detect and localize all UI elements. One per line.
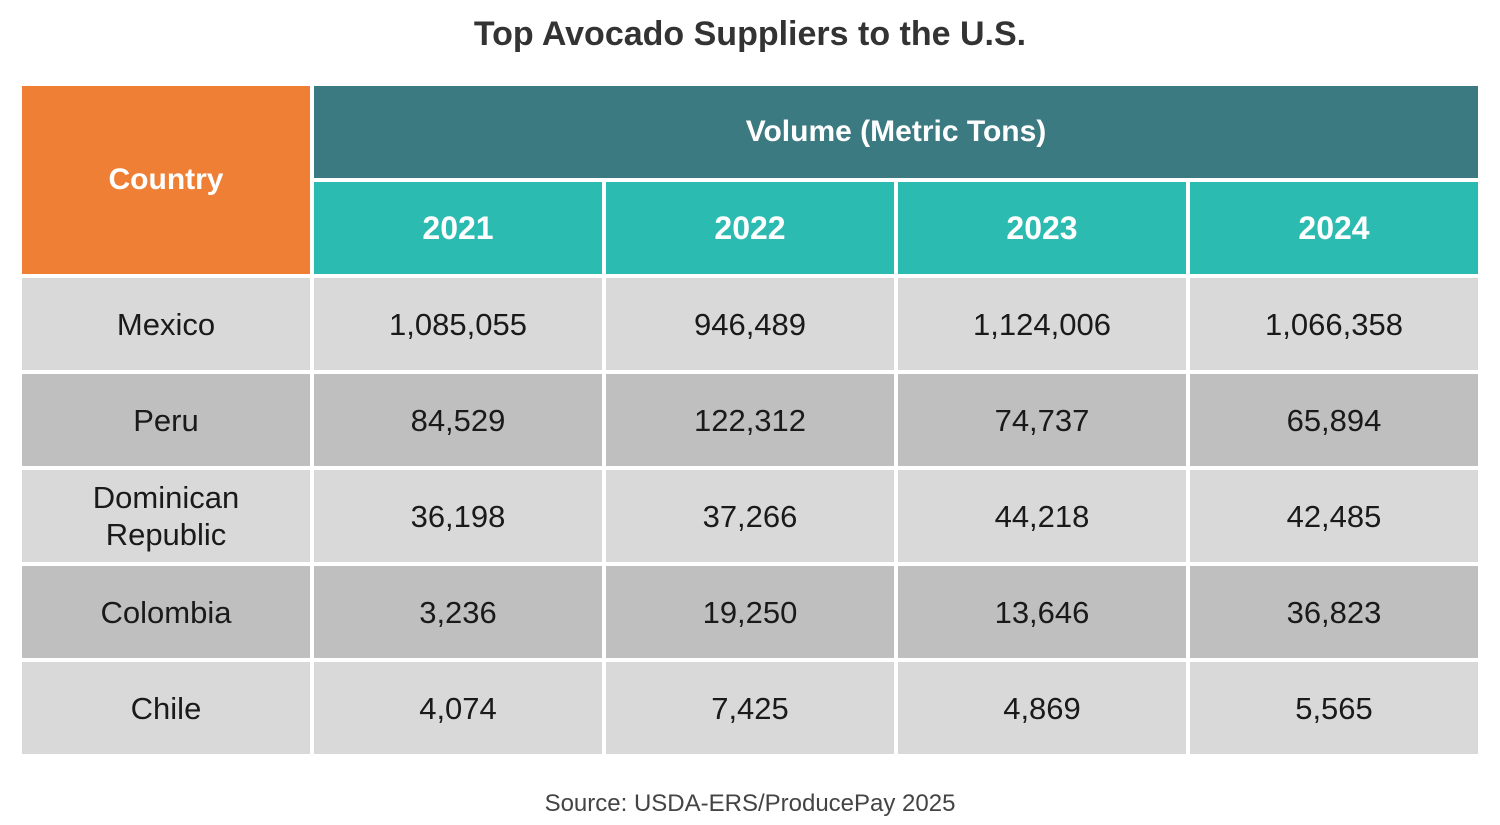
table-row-mexico: Mexico 1,085,055 946,489 1,124,006 1,066… xyxy=(22,278,1478,370)
suppliers-table: Country Volume (Metric Tons) 2021 2022 2… xyxy=(18,82,1482,758)
value-cell: 4,869 xyxy=(898,662,1186,754)
source-note: Source: USDA-ERS/ProducePay 2025 xyxy=(544,790,956,817)
table-row-colombia: Colombia 3,236 19,250 13,646 36,823 xyxy=(22,566,1478,658)
value-cell: 65,894 xyxy=(1190,374,1478,466)
country-cell: Dominican Republic xyxy=(22,470,310,562)
country-cell: Chile xyxy=(22,662,310,754)
value-cell: 1,124,006 xyxy=(898,278,1186,370)
chart-title: Top Avocado Suppliers to the U.S. xyxy=(473,15,1027,53)
value-cell: 13,646 xyxy=(898,566,1186,658)
value-cell: 946,489 xyxy=(606,278,894,370)
value-cell: 1,066,358 xyxy=(1190,278,1478,370)
value-cell: 44,218 xyxy=(898,470,1186,562)
value-cell: 74,737 xyxy=(898,374,1186,466)
table-row-peru: Peru 84,529 122,312 74,737 65,894 xyxy=(22,374,1478,466)
table-row-chile: Chile 4,074 7,425 4,869 5,565 xyxy=(22,662,1478,754)
country-cell: Peru xyxy=(22,374,310,466)
value-cell: 7,425 xyxy=(606,662,894,754)
year-header-2021: 2021 xyxy=(314,182,602,274)
country-header: Country xyxy=(22,86,310,274)
value-cell: 37,266 xyxy=(606,470,894,562)
year-header-2023: 2023 xyxy=(898,182,1186,274)
value-cell: 42,485 xyxy=(1190,470,1478,562)
value-cell: 36,823 xyxy=(1190,566,1478,658)
table-row-dominican-republic: Dominican Republic 36,198 37,266 44,218 … xyxy=(22,470,1478,562)
value-cell: 36,198 xyxy=(314,470,602,562)
value-cell: 4,074 xyxy=(314,662,602,754)
value-cell: 84,529 xyxy=(314,374,602,466)
country-cell-text: Dominican Republic xyxy=(92,480,240,552)
value-cell: 122,312 xyxy=(606,374,894,466)
year-header-2022: 2022 xyxy=(606,182,894,274)
year-header-2024: 2024 xyxy=(1190,182,1478,274)
value-cell: 3,236 xyxy=(314,566,602,658)
value-cell: 19,250 xyxy=(606,566,894,658)
country-cell: Mexico xyxy=(22,278,310,370)
volume-header: Volume (Metric Tons) xyxy=(314,86,1478,178)
value-cell: 1,085,055 xyxy=(314,278,602,370)
value-cell: 5,565 xyxy=(1190,662,1478,754)
country-cell: Colombia xyxy=(22,566,310,658)
